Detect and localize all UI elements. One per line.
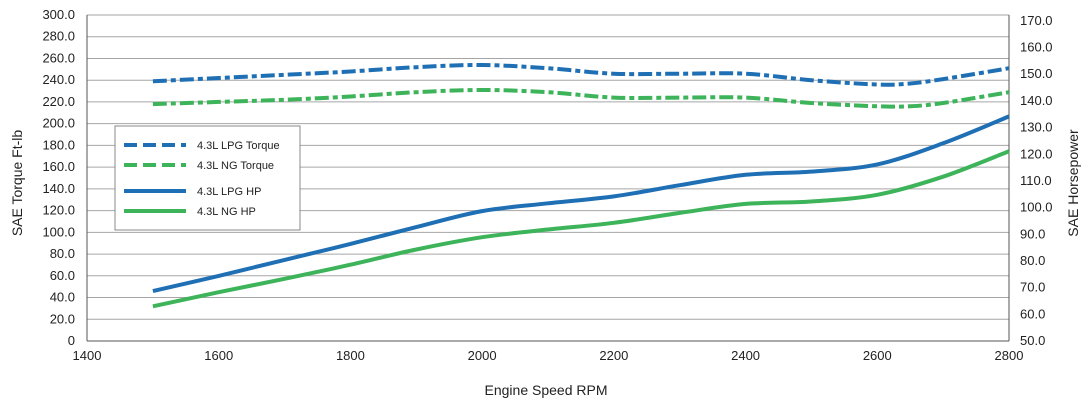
series-line-2 — [152, 114, 1010, 294]
right-tick-label: 140.0 — [1020, 93, 1053, 108]
right-tick-label: 110.0 — [1020, 173, 1052, 188]
left-y-tick-labels: 0 20.0 40.0 60.0 80.0 100.0 120.0 140.0 160.0 180… — [42, 7, 75, 348]
left-tick-label: 300.0 — [42, 7, 75, 22]
legend: 4.3L LPG Torque 4.3L NG Torque 4.3L LPG HP… — [114, 125, 301, 231]
left-tick-label: 160.0 — [42, 159, 75, 174]
left-tick-label: 80.0 — [50, 246, 75, 261]
left-tick-label: 280.0 — [42, 29, 75, 44]
legend-label-2: 4.3L LPG HP — [197, 186, 261, 198]
right-tick-label: 80.0 — [1020, 253, 1045, 268]
left-tick-label: 180.0 — [42, 137, 75, 152]
y-axis-left-title: SAE Torque Ft-lb — [9, 130, 25, 237]
x-tick-label: 2600 — [863, 348, 892, 363]
left-tick-label: 200.0 — [42, 116, 75, 131]
x-tick-label: 1800 — [336, 348, 365, 363]
legend-label-0: 4.3L LPG Torque — [197, 140, 280, 152]
left-tick-label: 20.0 — [50, 311, 75, 326]
right-tick-label: 70.0 — [1020, 280, 1045, 295]
right-y-tick-labels: 50.0 60.0 70.0 80.0 90.0 100.0 110.0 120.0 130.0… — [1020, 13, 1053, 348]
series-line-0 — [152, 62, 1010, 87]
x-axis-title: Engine Speed RPM — [485, 382, 608, 398]
right-tick-label: 160.0 — [1020, 40, 1053, 55]
left-tick-label: 140.0 — [42, 181, 75, 196]
right-tick-label: 60.0 — [1020, 306, 1045, 321]
x-tick-label: 2400 — [731, 348, 760, 363]
left-tick-label: 260.0 — [42, 50, 75, 65]
left-tick-label: 60.0 — [50, 268, 75, 283]
right-tick-label: 100.0 — [1020, 200, 1053, 215]
x-tick-labels: 1400 1600 1800 2000 2200 2400 2600 2800 — [73, 348, 1024, 363]
y-axis-right-title: SAE Horsepower — [1065, 129, 1081, 237]
right-tick-label: 170.0 — [1020, 13, 1053, 28]
series-line-1 — [152, 88, 1010, 109]
right-tick-label: 120.0 — [1020, 146, 1053, 161]
series-lines — [152, 62, 1010, 309]
x-tick-label: 2800 — [995, 348, 1024, 363]
left-tick-label: 100.0 — [42, 224, 75, 239]
left-tick-label: 240.0 — [42, 72, 75, 87]
legend-label-3: 4.3L NG HP — [197, 206, 256, 218]
series-line-3 — [152, 149, 1010, 309]
right-tick-label: 50.0 — [1020, 333, 1045, 348]
legend-label-1: 4.3L NG Torque — [197, 160, 274, 172]
left-tick-label: 120.0 — [42, 203, 75, 218]
x-tick-label: 2000 — [468, 348, 497, 363]
right-tick-label: 150.0 — [1020, 66, 1053, 81]
right-tick-label: 130.0 — [1020, 120, 1053, 135]
x-tick-label: 1600 — [204, 348, 233, 363]
right-tick-label: 90.0 — [1020, 226, 1045, 241]
left-tick-label: 0 — [68, 333, 75, 348]
left-tick-label: 40.0 — [50, 290, 75, 305]
left-tick-label: 220.0 — [42, 94, 75, 109]
x-tick-label: 1400 — [73, 348, 102, 363]
x-tick-label: 2200 — [599, 348, 628, 363]
